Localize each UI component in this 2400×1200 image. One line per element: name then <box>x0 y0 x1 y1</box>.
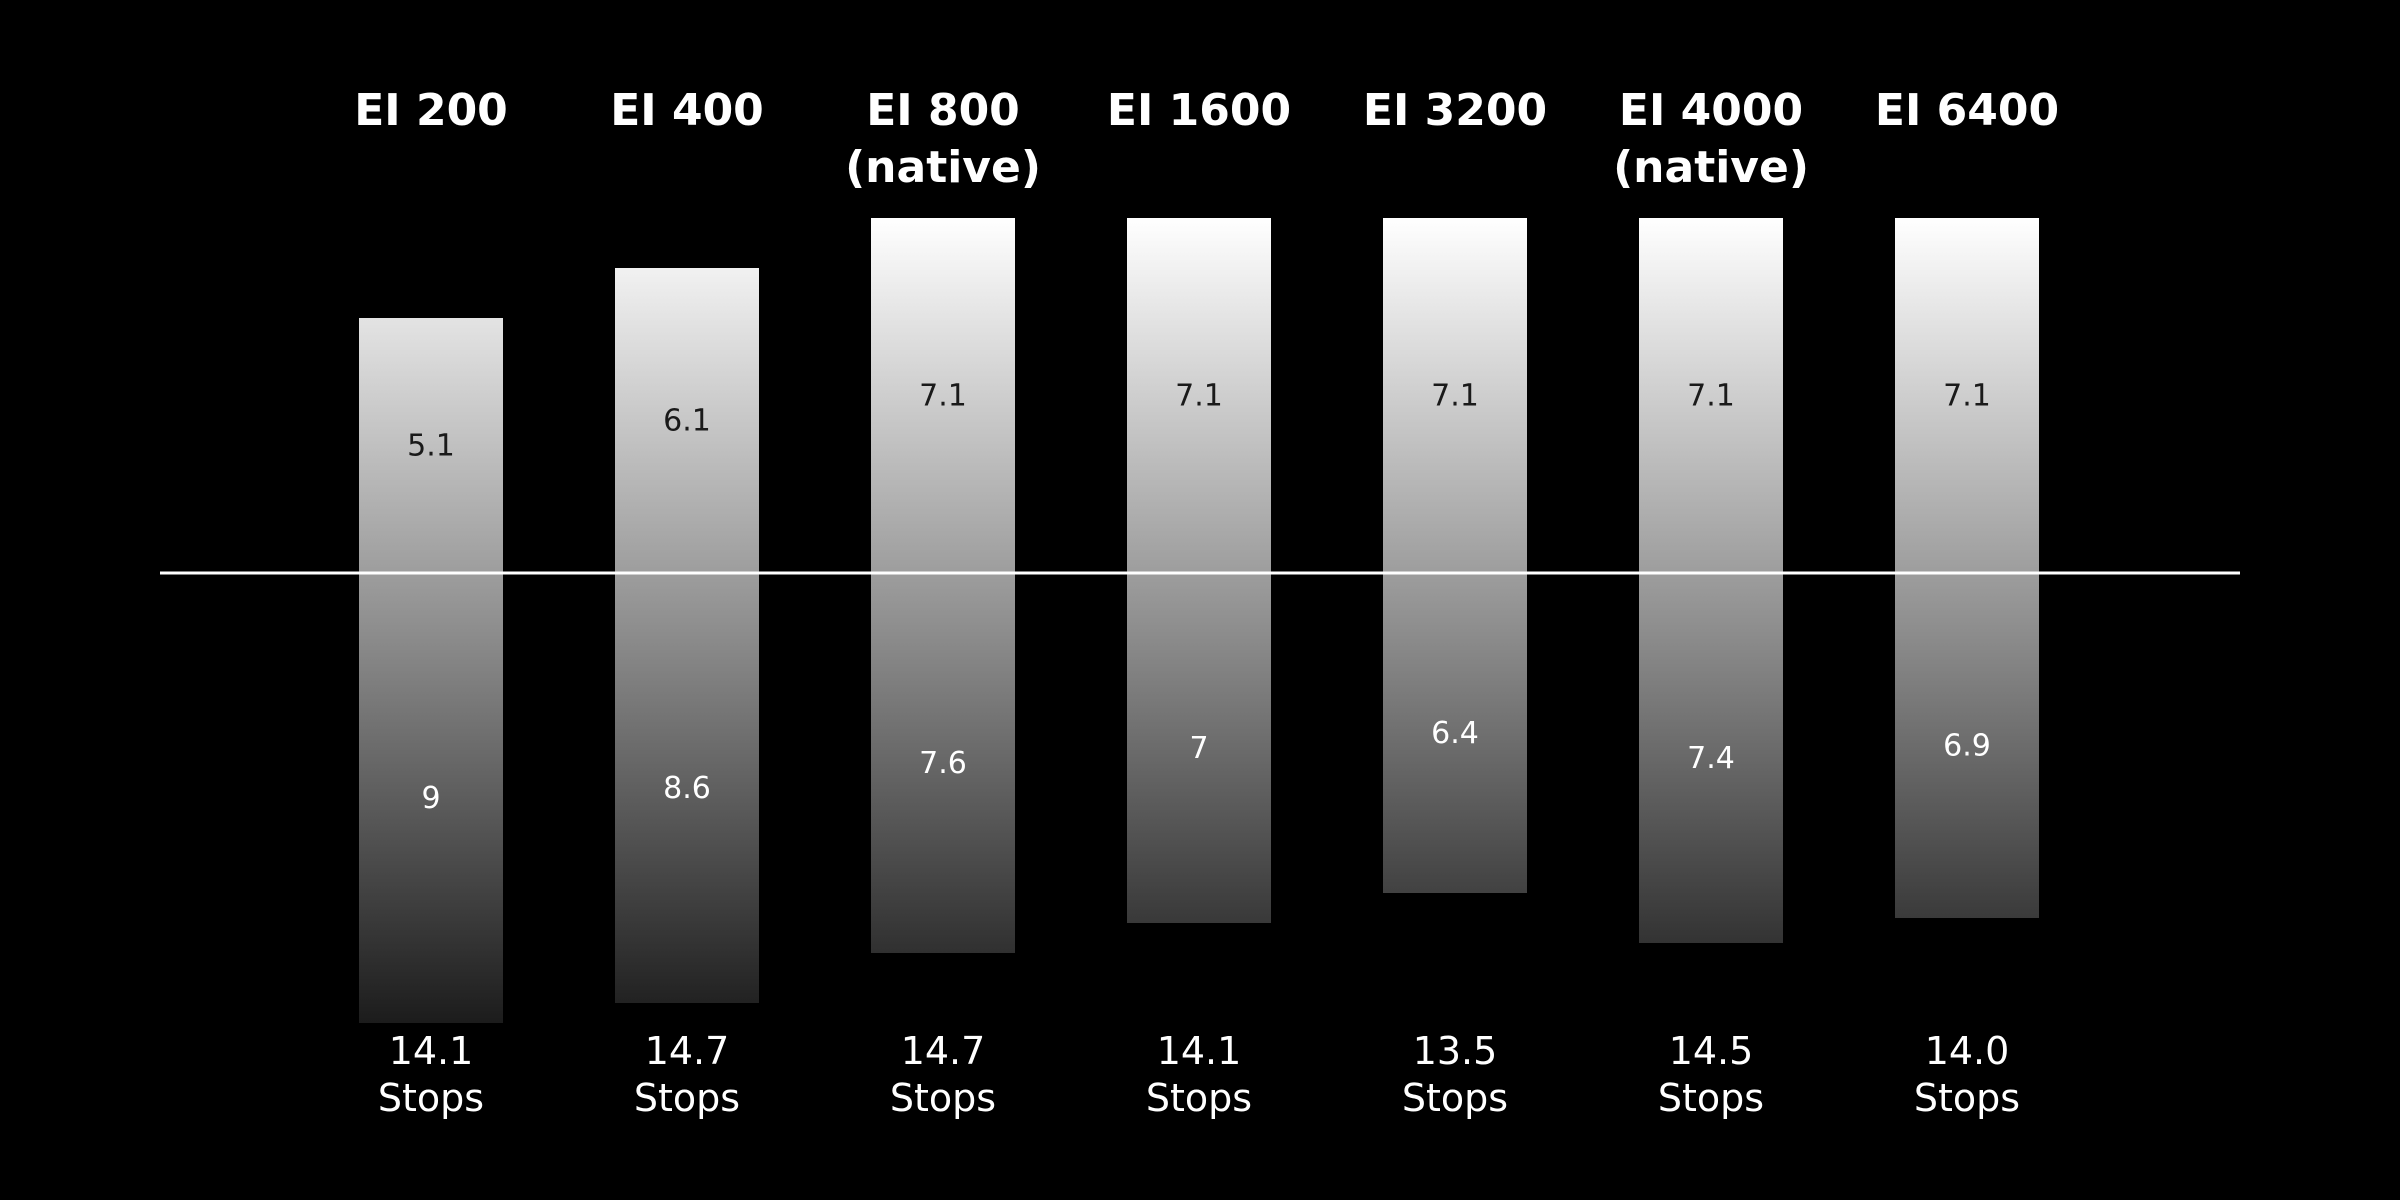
bar-category-label: (native) <box>1613 142 1809 193</box>
total-stops-value: 14.1 <box>1157 1029 1242 1073</box>
total-stops-value: 14.1 <box>389 1029 474 1073</box>
highlight-value-label: 7.1 <box>919 379 967 414</box>
bar-category-label: EI 1600 <box>1107 85 1291 136</box>
total-stops-unit: Stops <box>890 1076 996 1120</box>
total-stops-value: 14.7 <box>901 1029 986 1073</box>
highlight-value-label: 5.1 <box>407 429 455 464</box>
total-stops-value: 13.5 <box>1413 1029 1498 1073</box>
bar-category-label: (native) <box>845 142 1041 193</box>
total-stops-value: 14.7 <box>645 1029 730 1073</box>
shadow-value-label: 6.4 <box>1431 716 1479 751</box>
total-stops-unit: Stops <box>634 1076 740 1120</box>
bar-category-label: EI 6400 <box>1875 85 2059 136</box>
total-stops-unit: Stops <box>1146 1076 1252 1120</box>
total-stops-value: 14.0 <box>1925 1029 2010 1073</box>
shadow-value-label: 8.6 <box>663 771 711 806</box>
highlight-value-label: 7.1 <box>1431 379 1479 414</box>
bar-category-label: EI 400 <box>610 85 764 136</box>
highlight-value-label: 6.1 <box>663 404 711 439</box>
shadow-value-label: 7.6 <box>919 746 967 781</box>
shadow-value-label: 6.9 <box>1943 729 1991 764</box>
bar-category-label: EI 200 <box>354 85 508 136</box>
total-stops-value: 14.5 <box>1669 1029 1754 1073</box>
total-stops-unit: Stops <box>1658 1076 1764 1120</box>
highlight-value-label: 7.1 <box>1943 379 1991 414</box>
bar <box>1895 218 2039 918</box>
bar <box>1639 218 1783 943</box>
highlight-value-label: 7.1 <box>1687 379 1735 414</box>
bar <box>871 218 1015 953</box>
bars-layer <box>359 218 2039 1023</box>
total-stops-unit: Stops <box>1914 1076 2020 1120</box>
bar <box>359 318 503 1023</box>
bar <box>615 268 759 1003</box>
shadow-value-label: 7 <box>1189 731 1208 766</box>
bar-category-label: EI 4000 <box>1619 85 1803 136</box>
total-stops-unit: Stops <box>378 1076 484 1120</box>
bar <box>1127 218 1271 923</box>
bar <box>1383 218 1527 893</box>
bar-category-label: EI 800 <box>866 85 1020 136</box>
shadow-value-label: 7.4 <box>1687 741 1735 776</box>
total-stops-unit: Stops <box>1402 1076 1508 1120</box>
bar-category-label: EI 3200 <box>1363 85 1547 136</box>
shadow-value-label: 9 <box>421 781 440 816</box>
highlight-value-label: 7.1 <box>1175 379 1223 414</box>
